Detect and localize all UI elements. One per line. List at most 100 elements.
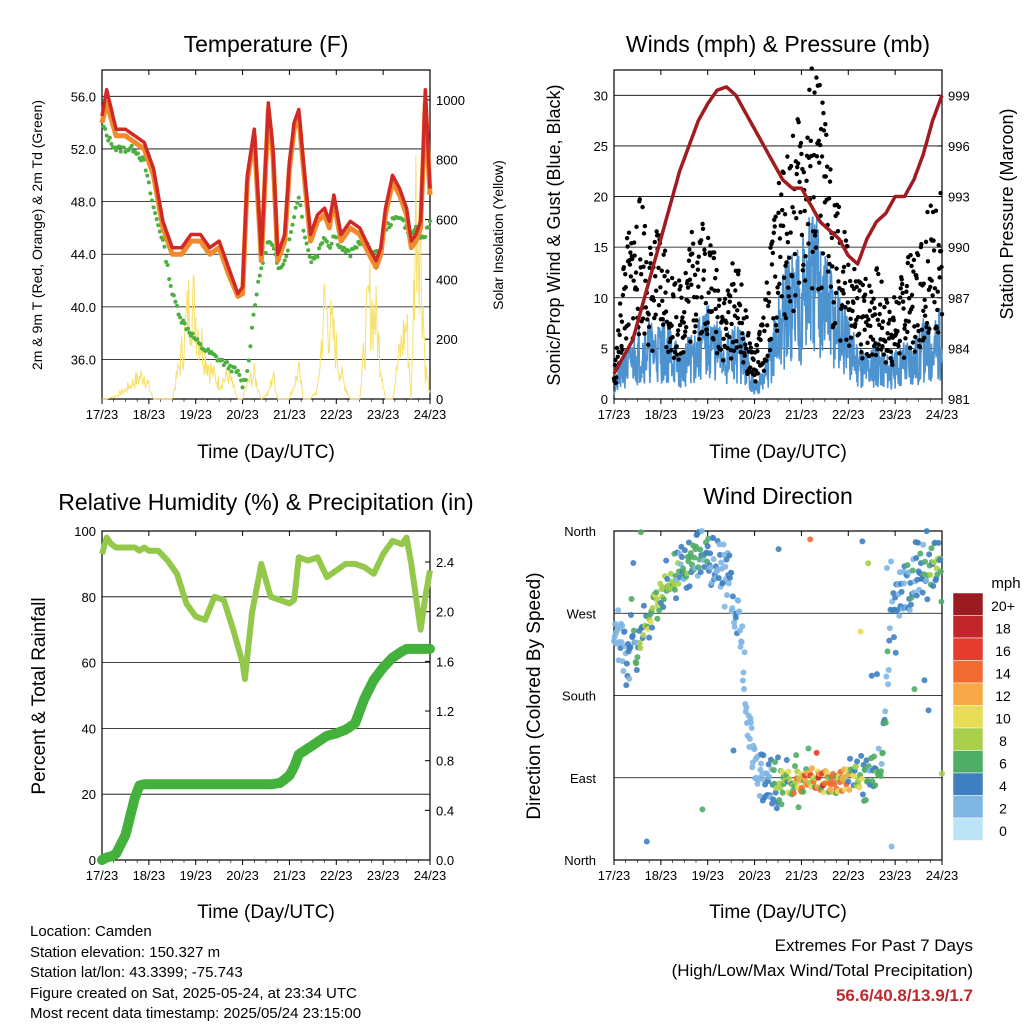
wind-direction-point [629, 632, 636, 639]
wind-direction-point [913, 592, 920, 599]
wind-direction-point [872, 782, 879, 789]
wind-gust-point [701, 277, 706, 282]
wind-gust-point [692, 329, 697, 335]
info-recent: Most recent data timestamp: 2025/05/24 2… [30, 1005, 362, 1022]
dewpoint-point [338, 244, 343, 249]
wind-gust-point [861, 314, 866, 319]
dewpoint-point [324, 239, 329, 244]
wind-gust-point [727, 334, 732, 340]
wind-gust-point [909, 292, 915, 298]
wind-direction-point [793, 752, 800, 759]
dewpoint-point [174, 303, 179, 308]
wind-direction-point [738, 639, 745, 646]
dewpoint-point [292, 215, 297, 220]
wind-gust-point [671, 355, 677, 361]
wind-gust-point [718, 347, 724, 352]
winds-x-tick-label: 23/23 [879, 407, 912, 422]
wind-direction-point [627, 611, 634, 618]
wind-direction-point [698, 528, 705, 534]
wind-direction-point [766, 773, 773, 780]
wind-gust-point [856, 331, 862, 337]
temperature-y-tick-label: 40.0 [71, 300, 96, 315]
wind-gust-point [854, 284, 859, 290]
wind-gust-point [939, 311, 945, 317]
wind-gust-point [653, 274, 658, 279]
legend-label: 8 [999, 733, 1007, 749]
dewpoint-point [232, 365, 237, 370]
wind-gust-point [728, 293, 733, 299]
dewpoint-point [146, 180, 151, 185]
wind-gust-point [727, 299, 732, 304]
wind-gust-point [767, 347, 773, 353]
wind-direction-point [618, 639, 625, 646]
winds-y-tick-label: 30 [594, 88, 608, 103]
humidity-right-tick-label: 2.0 [436, 605, 454, 620]
wind-gust-point [825, 269, 831, 274]
wind-direction-point [640, 632, 647, 639]
legend-color-swatch [952, 615, 984, 639]
wind-direction-point [704, 543, 711, 550]
wind-gust-point [898, 295, 903, 300]
wind-gust-point [705, 320, 710, 325]
winds-x-tick-label: 20/23 [738, 407, 771, 422]
wind-gust-point [673, 281, 678, 286]
wind-gust-point [823, 174, 828, 179]
wind-direction-point [831, 780, 838, 787]
wind-gust-point [714, 267, 719, 273]
wind-gust-point [764, 358, 769, 363]
humidity-right-tick-label: 1.6 [436, 654, 454, 669]
wind-gust-point [803, 254, 808, 259]
dewpoint-point [304, 241, 309, 246]
wind-gust-point [823, 121, 828, 127]
direction-legend-title: mph [991, 575, 1020, 592]
wind-gust-point [865, 340, 870, 346]
wind-gust-point [788, 230, 793, 235]
wind-direction-point [854, 758, 861, 765]
wind-gust-point [917, 344, 923, 350]
temperature-x-tick-label: 17/23 [86, 407, 119, 422]
direction-xlabel: Time (Day/UTC) [709, 902, 847, 923]
wind-gust-point [636, 332, 642, 337]
wind-gust-point [932, 299, 937, 305]
wind-gust-point [665, 269, 670, 274]
wind-gust-point [633, 270, 639, 275]
wind-direction-point [937, 556, 944, 563]
wind-gust-point [897, 338, 903, 344]
wind-direction-point [772, 789, 779, 796]
direction-x-tick-label: 24/23 [926, 868, 959, 883]
wind-gust-point [734, 338, 739, 344]
wind-direction-point [894, 607, 901, 614]
wind-gust-point [812, 90, 817, 95]
wind-direction-point [937, 568, 944, 575]
wind-gust-point [799, 232, 805, 238]
wind-gust-point [654, 229, 659, 234]
humidity-x-tick-label: 22/23 [320, 868, 353, 883]
wind-gust-point [911, 257, 917, 263]
wind-gust-point [737, 303, 743, 308]
wind-gust-point [928, 284, 933, 290]
wind-gust-point [832, 321, 838, 326]
wind-gust-point [748, 345, 754, 350]
wind-direction-point [663, 557, 670, 564]
wind-gust-point [751, 357, 756, 363]
wind-gust-point [735, 271, 741, 277]
wind-gust-point [728, 356, 734, 361]
wind-gust-point [660, 298, 665, 303]
wind-gust-point [652, 315, 657, 321]
wind-gust-point [722, 296, 728, 302]
wind-gust-point [805, 221, 811, 227]
wind-gust-point [798, 209, 803, 215]
wind-gust-point [775, 290, 781, 296]
wind-direction-point [772, 759, 779, 766]
direction-x-tick-label: 21/23 [785, 868, 818, 883]
dewpoint-point [320, 241, 325, 246]
wind-gust-point [869, 300, 874, 305]
humidity-x-tick-label: 24/23 [414, 868, 447, 883]
legend-label: 6 [999, 756, 1007, 772]
winds-right-tick-label: 993 [948, 190, 970, 205]
wind-direction-point [720, 541, 727, 548]
wind-gust-point [802, 278, 808, 283]
wind-gust-point [675, 352, 680, 357]
wind-gust-point [937, 275, 942, 280]
wind-direction-point [757, 766, 764, 773]
